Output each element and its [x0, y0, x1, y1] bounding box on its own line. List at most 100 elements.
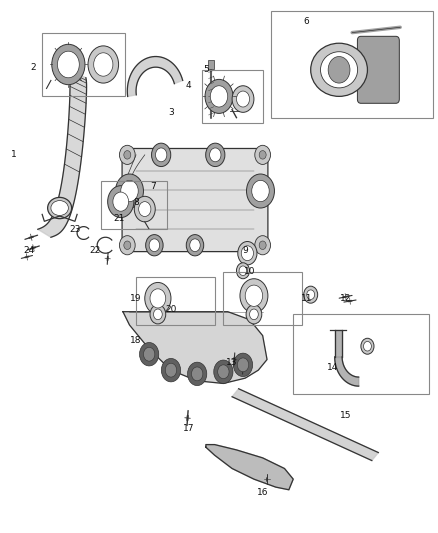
- Circle shape: [150, 305, 166, 324]
- Circle shape: [139, 201, 151, 216]
- Circle shape: [259, 241, 266, 249]
- Circle shape: [361, 338, 374, 354]
- Text: 4: 4: [186, 81, 191, 90]
- Circle shape: [140, 343, 159, 366]
- Ellipse shape: [311, 43, 367, 96]
- Circle shape: [52, 44, 85, 85]
- Circle shape: [191, 367, 203, 381]
- Ellipse shape: [48, 197, 72, 219]
- Circle shape: [255, 236, 271, 255]
- Bar: [272, 11, 433, 118]
- Circle shape: [233, 353, 253, 376]
- Circle shape: [113, 192, 129, 211]
- Circle shape: [149, 239, 159, 252]
- Circle shape: [120, 236, 135, 255]
- Circle shape: [237, 263, 250, 279]
- Circle shape: [237, 358, 249, 372]
- Circle shape: [250, 309, 258, 320]
- Text: 24: 24: [24, 246, 35, 255]
- Ellipse shape: [321, 52, 357, 88]
- Text: 14: 14: [327, 363, 338, 372]
- Circle shape: [246, 305, 262, 324]
- Circle shape: [134, 196, 155, 222]
- Circle shape: [237, 91, 250, 107]
- Circle shape: [124, 151, 131, 159]
- Circle shape: [108, 185, 134, 217]
- Circle shape: [241, 246, 254, 261]
- Text: 13: 13: [226, 358, 238, 367]
- Circle shape: [88, 46, 119, 83]
- Ellipse shape: [51, 200, 68, 215]
- Text: 2: 2: [31, 63, 36, 71]
- Circle shape: [255, 146, 271, 165]
- Circle shape: [190, 239, 200, 252]
- Circle shape: [155, 148, 167, 162]
- Text: 20: 20: [165, 304, 177, 313]
- Text: 1: 1: [11, 150, 17, 159]
- Text: 15: 15: [340, 411, 351, 420]
- Circle shape: [146, 235, 163, 256]
- Polygon shape: [119, 155, 145, 197]
- Bar: [223, 272, 302, 325]
- Bar: [101, 181, 166, 229]
- Circle shape: [328, 56, 350, 83]
- Text: 16: 16: [257, 488, 268, 497]
- Circle shape: [120, 146, 135, 165]
- Bar: [208, 60, 214, 69]
- Circle shape: [116, 174, 144, 208]
- Circle shape: [206, 143, 225, 166]
- Circle shape: [238, 241, 257, 265]
- Polygon shape: [232, 389, 378, 461]
- Circle shape: [218, 365, 229, 378]
- Text: 18: 18: [130, 336, 142, 345]
- Circle shape: [165, 364, 177, 377]
- Circle shape: [187, 362, 207, 385]
- Circle shape: [245, 285, 263, 306]
- Circle shape: [186, 235, 204, 256]
- Circle shape: [364, 342, 371, 351]
- Circle shape: [205, 79, 233, 114]
- Polygon shape: [123, 312, 267, 383]
- Polygon shape: [335, 330, 342, 357]
- Circle shape: [304, 286, 318, 303]
- Circle shape: [259, 151, 266, 159]
- Circle shape: [57, 51, 79, 78]
- Text: 12: 12: [340, 294, 351, 303]
- Polygon shape: [38, 70, 87, 237]
- Bar: [201, 70, 263, 123]
- Text: 8: 8: [133, 198, 139, 207]
- Circle shape: [152, 143, 171, 166]
- Text: 21: 21: [113, 214, 124, 223]
- Bar: [136, 277, 215, 325]
- Bar: [42, 33, 125, 96]
- Circle shape: [145, 282, 171, 314]
- Polygon shape: [335, 357, 359, 386]
- Circle shape: [252, 180, 269, 201]
- FancyBboxPatch shape: [357, 36, 399, 103]
- Text: 23: 23: [69, 225, 81, 234]
- Circle shape: [239, 266, 247, 276]
- Circle shape: [247, 174, 275, 208]
- Circle shape: [150, 289, 166, 308]
- Text: 11: 11: [300, 294, 312, 303]
- Circle shape: [94, 53, 113, 76]
- Bar: [293, 314, 428, 394]
- Circle shape: [161, 359, 180, 382]
- Polygon shape: [206, 445, 293, 490]
- Text: 7: 7: [151, 182, 156, 191]
- Text: 22: 22: [89, 246, 100, 255]
- Text: 6: 6: [304, 18, 309, 27]
- Text: 19: 19: [130, 294, 142, 303]
- Circle shape: [240, 279, 268, 313]
- Circle shape: [124, 241, 131, 249]
- Circle shape: [307, 290, 314, 300]
- Circle shape: [121, 180, 138, 201]
- Text: 9: 9: [242, 246, 248, 255]
- Circle shape: [153, 309, 162, 320]
- FancyBboxPatch shape: [122, 149, 268, 252]
- Circle shape: [214, 360, 233, 383]
- Circle shape: [210, 86, 228, 107]
- Text: 17: 17: [183, 424, 194, 433]
- Text: 3: 3: [168, 108, 174, 117]
- Circle shape: [144, 348, 155, 361]
